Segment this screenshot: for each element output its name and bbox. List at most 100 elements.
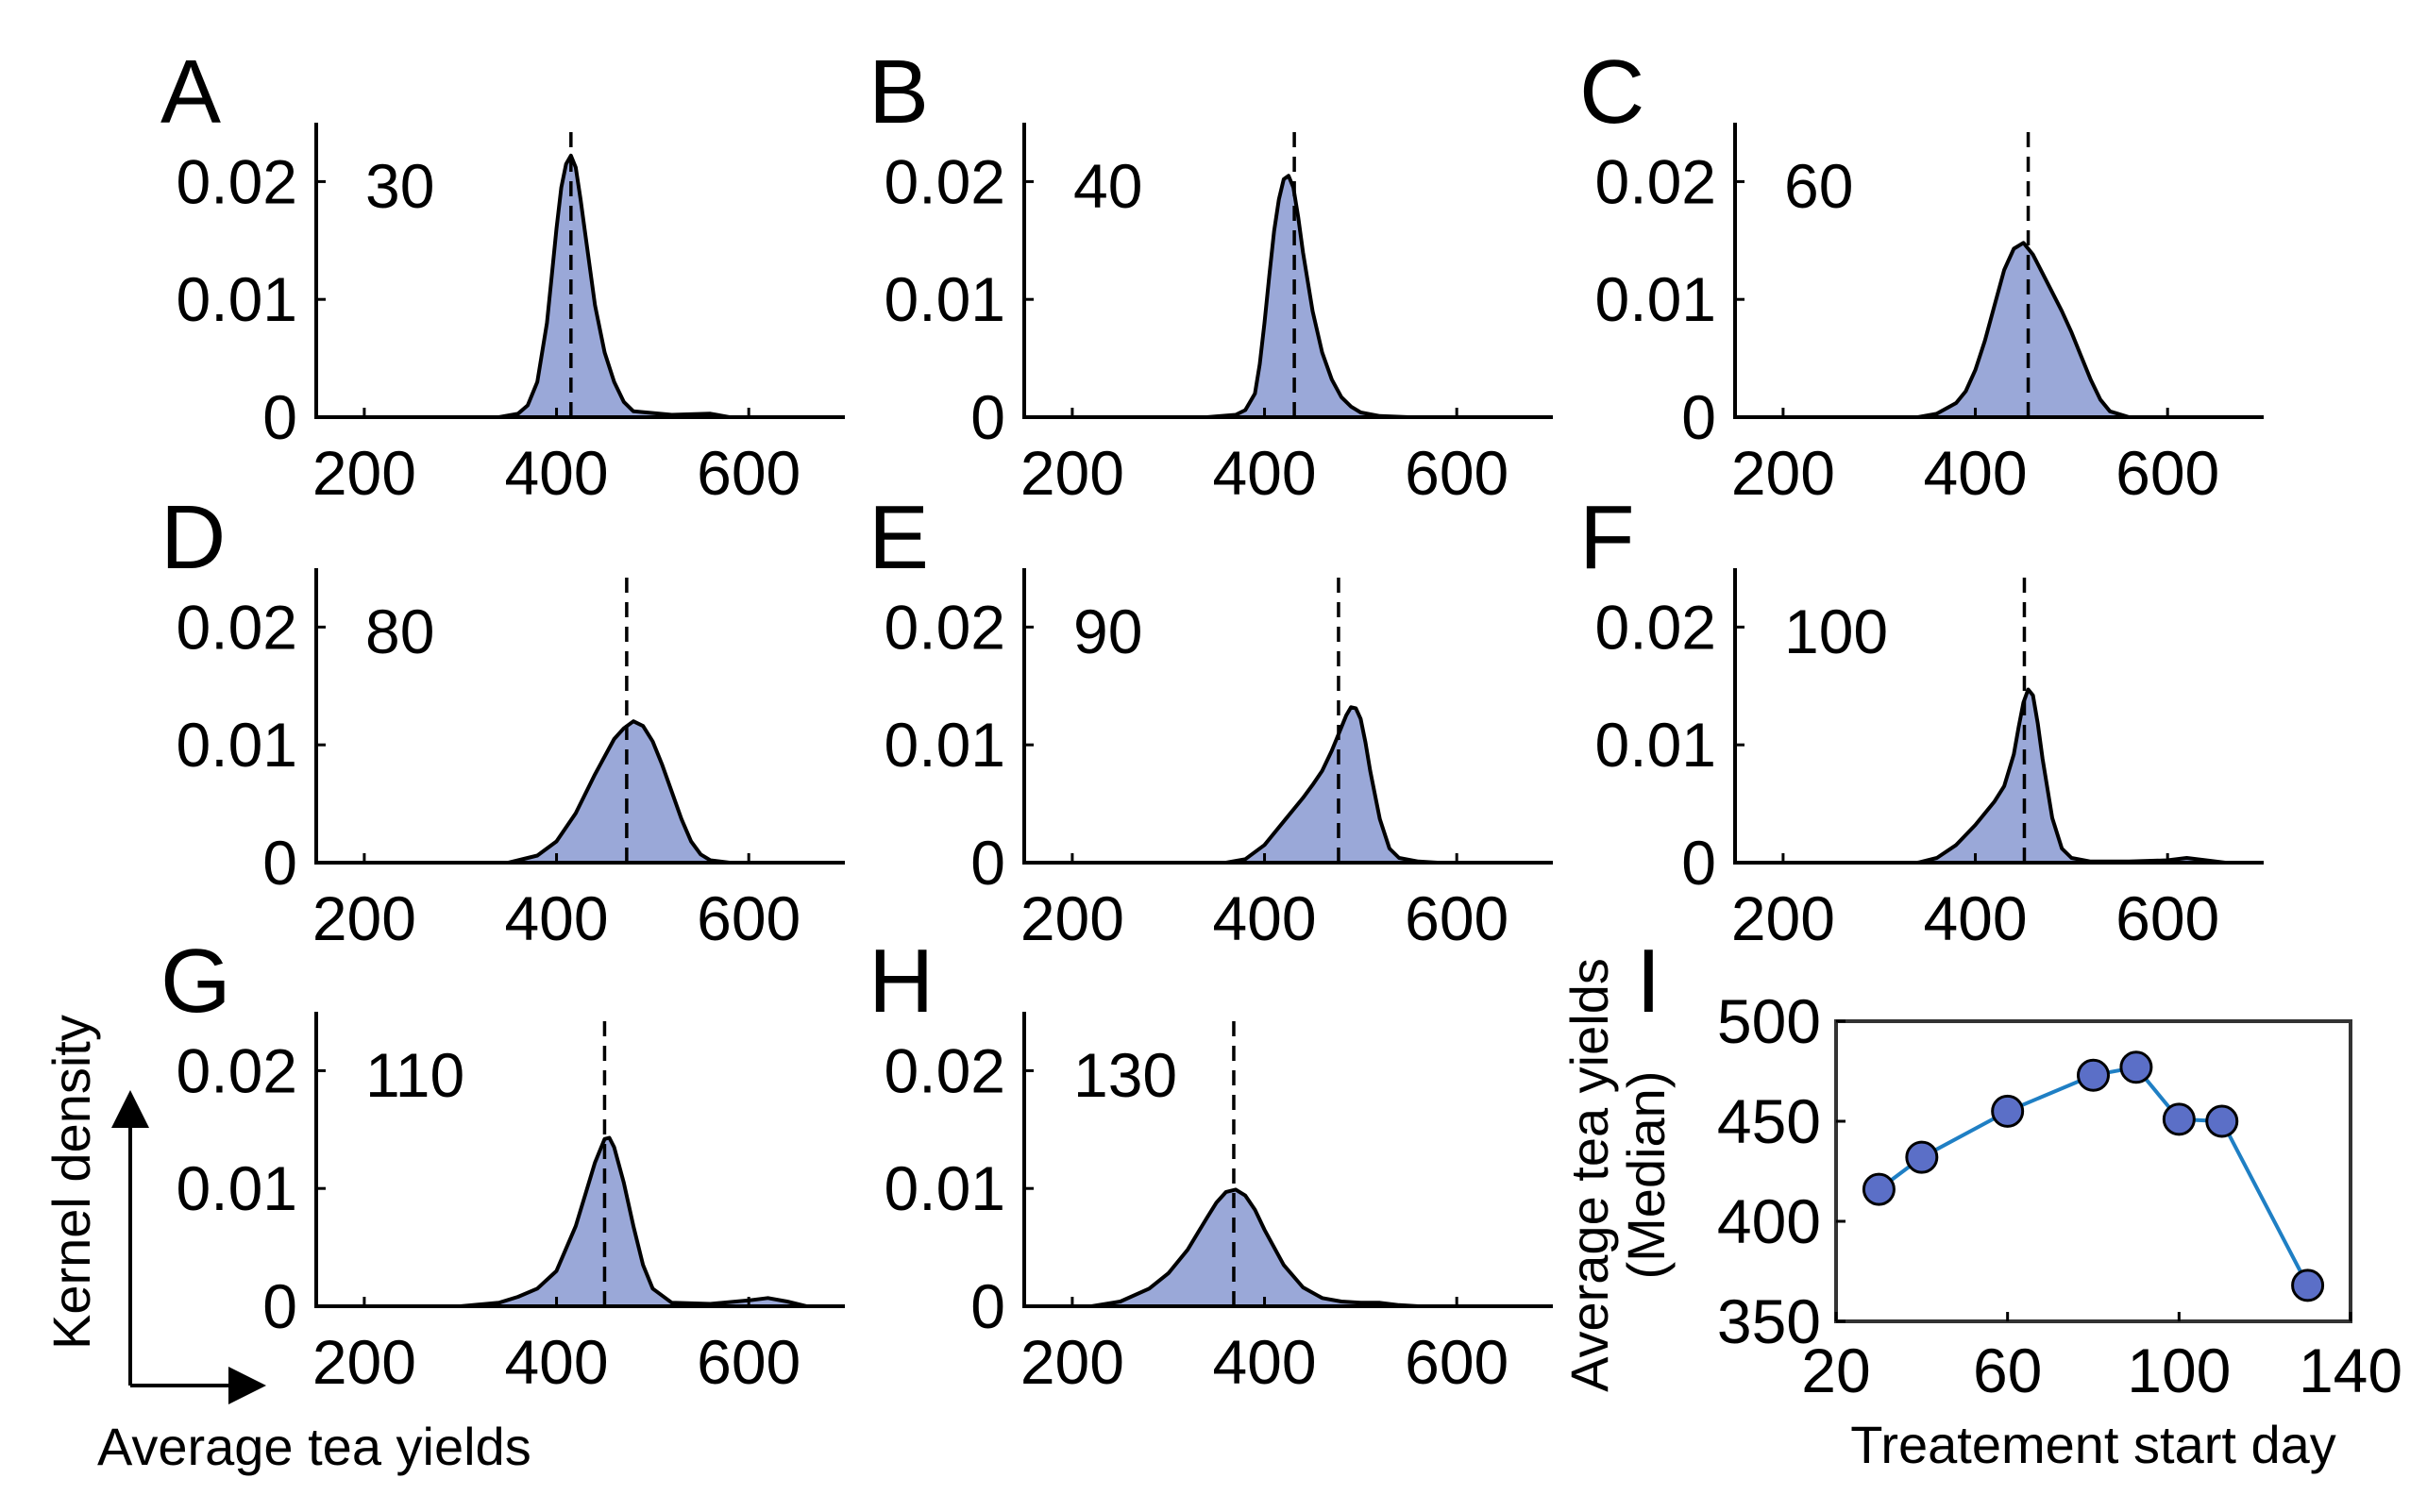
density-curve	[460, 1135, 807, 1308]
x-tick-label: 200	[312, 1327, 416, 1397]
panel-h: 0 0.01 0.02 200 400 600 H 130	[868, 931, 1553, 1397]
density-area	[1917, 243, 2130, 417]
y-tick-label: 450	[1717, 1086, 1821, 1156]
kernel-density-label: Kernel density	[42, 1015, 101, 1350]
median-point	[2119, 1050, 2153, 1084]
y-tick-label: 0.02	[885, 592, 1005, 662]
treatment-day-label: 40	[1073, 151, 1142, 221]
x-tick-label: 100	[2127, 1336, 2231, 1405]
treatment-day-label: 30	[365, 151, 434, 221]
panel-e: 0 0.01 0.02 200 400 600 E 90	[868, 487, 1553, 953]
panel-letter: C	[1579, 42, 1644, 143]
x-tick-label: 400	[1212, 438, 1316, 508]
treatment-day-label: 90	[1073, 596, 1142, 666]
x-tick-label: 400	[1923, 438, 2027, 508]
panel-letter: G	[160, 931, 231, 1032]
density-curve	[1090, 1187, 1419, 1308]
median-point	[2291, 1268, 2325, 1302]
y-tick-label: 0.01	[1595, 264, 1716, 334]
y-tick-label: 0.02	[885, 1035, 1005, 1105]
y-tick-label: 0.01	[177, 264, 297, 334]
median-point	[2077, 1058, 2110, 1092]
panel-letter: D	[160, 487, 226, 588]
y-tick-label: 0	[262, 382, 297, 452]
x-tick-label: 200	[1731, 438, 1835, 508]
x-tick-label: 200	[1731, 883, 1835, 953]
y-tick-label: 0	[970, 828, 1005, 898]
x-tick-label: 20	[1801, 1336, 1870, 1405]
x-tick-label: 140	[2299, 1336, 2402, 1405]
panel-letter: I	[1636, 931, 1661, 1032]
density-curve	[1917, 241, 2131, 419]
y-tick-label: 0	[262, 1271, 297, 1341]
panel-letter: E	[868, 487, 929, 588]
median-point	[2162, 1102, 2196, 1136]
median-series-line	[1878, 1065, 2310, 1286]
y-tick-label: 0.02	[177, 146, 297, 216]
y-tick-label: 0.01	[885, 1153, 1005, 1223]
x-tick-label: 600	[697, 438, 801, 508]
y-tick-label: 0	[1681, 828, 1716, 898]
y-axis-title: Average tea yields	[1559, 958, 1619, 1392]
x-tick-label: 400	[1212, 1327, 1316, 1397]
density-area	[460, 1137, 807, 1306]
panel-b: 0 0.01 0.02 200 400 600 B 40	[868, 42, 1553, 508]
treatment-day-label: 80	[365, 596, 434, 666]
panel-i: 350 400 450 500 20 60 100 140 Treatement start d…	[1559, 931, 2402, 1474]
x-tick-label: 600	[697, 883, 801, 953]
y-tick-label: 0.01	[885, 710, 1005, 780]
x-tick-label: 600	[2115, 438, 2219, 508]
x-tick-label: 600	[2115, 883, 2219, 953]
y-tick-label: 0	[262, 828, 297, 898]
y-tick-label: 350	[1717, 1286, 1821, 1356]
density-area	[1225, 707, 1438, 863]
y-tick-label: 0	[1681, 382, 1716, 452]
panel-letter: F	[1579, 487, 1635, 588]
panel-g: 0 0.01 0.02 200 400 600 G 110	[160, 931, 845, 1397]
x-axis-title: Treatement start day	[1850, 1415, 2336, 1474]
panel-d: 0 0.01 0.02 200 400 600 D 80	[160, 487, 845, 953]
y-axis-subtitle: (Median)	[1616, 1071, 1676, 1280]
x-tick-label: 600	[1405, 883, 1508, 953]
x-tick-label: 400	[504, 1327, 608, 1397]
density-curve	[1206, 174, 1409, 419]
median-point	[1862, 1172, 1896, 1206]
y-tick-label: 0.02	[885, 146, 1005, 216]
y-tick-label: 0.01	[1595, 710, 1716, 780]
x-tick-label: 400	[504, 438, 608, 508]
density-curve	[508, 719, 731, 865]
y-tick-label: 0.01	[177, 1153, 297, 1223]
density-area	[1091, 1189, 1419, 1306]
annotation-group: Kernel density Average tea yields	[42, 1015, 531, 1476]
panel-letter: B	[868, 42, 929, 143]
median-point	[1991, 1094, 2025, 1128]
x-tick-label: 60	[1973, 1336, 2042, 1405]
density-curve	[460, 153, 731, 419]
x-tick-label: 200	[312, 883, 416, 953]
y-tick-label: 0.01	[177, 710, 297, 780]
density-curve	[1917, 687, 2226, 865]
panel-letter: H	[868, 931, 934, 1032]
y-tick-label: 0.01	[885, 264, 1005, 334]
x-tick-label: 600	[697, 1327, 801, 1397]
treatment-day-label: 100	[1784, 596, 1888, 666]
density-area	[1206, 176, 1409, 417]
x-tick-label: 200	[1020, 438, 1124, 508]
x-tick-label: 200	[1020, 1327, 1124, 1397]
panel-letter: A	[160, 42, 221, 143]
y-tick-label: 0	[970, 1271, 1005, 1341]
y-tick-label: 0.02	[1595, 592, 1716, 662]
y-tick-label: 0.02	[177, 1035, 297, 1105]
x-tick-label: 400	[504, 883, 608, 953]
y-tick-label: 400	[1717, 1186, 1821, 1256]
x-tick-label: 400	[1923, 883, 2027, 953]
x-tick-label: 200	[1020, 883, 1124, 953]
x-tick-label: 600	[1405, 1327, 1508, 1397]
treatment-day-label: 60	[1784, 151, 1853, 221]
axes-box	[1834, 1019, 2352, 1323]
y-tick-label: 500	[1717, 986, 1821, 1056]
panel-f: 0 0.01 0.02 200 400 600 F 100	[1579, 487, 2264, 953]
density-area	[1917, 689, 2226, 863]
